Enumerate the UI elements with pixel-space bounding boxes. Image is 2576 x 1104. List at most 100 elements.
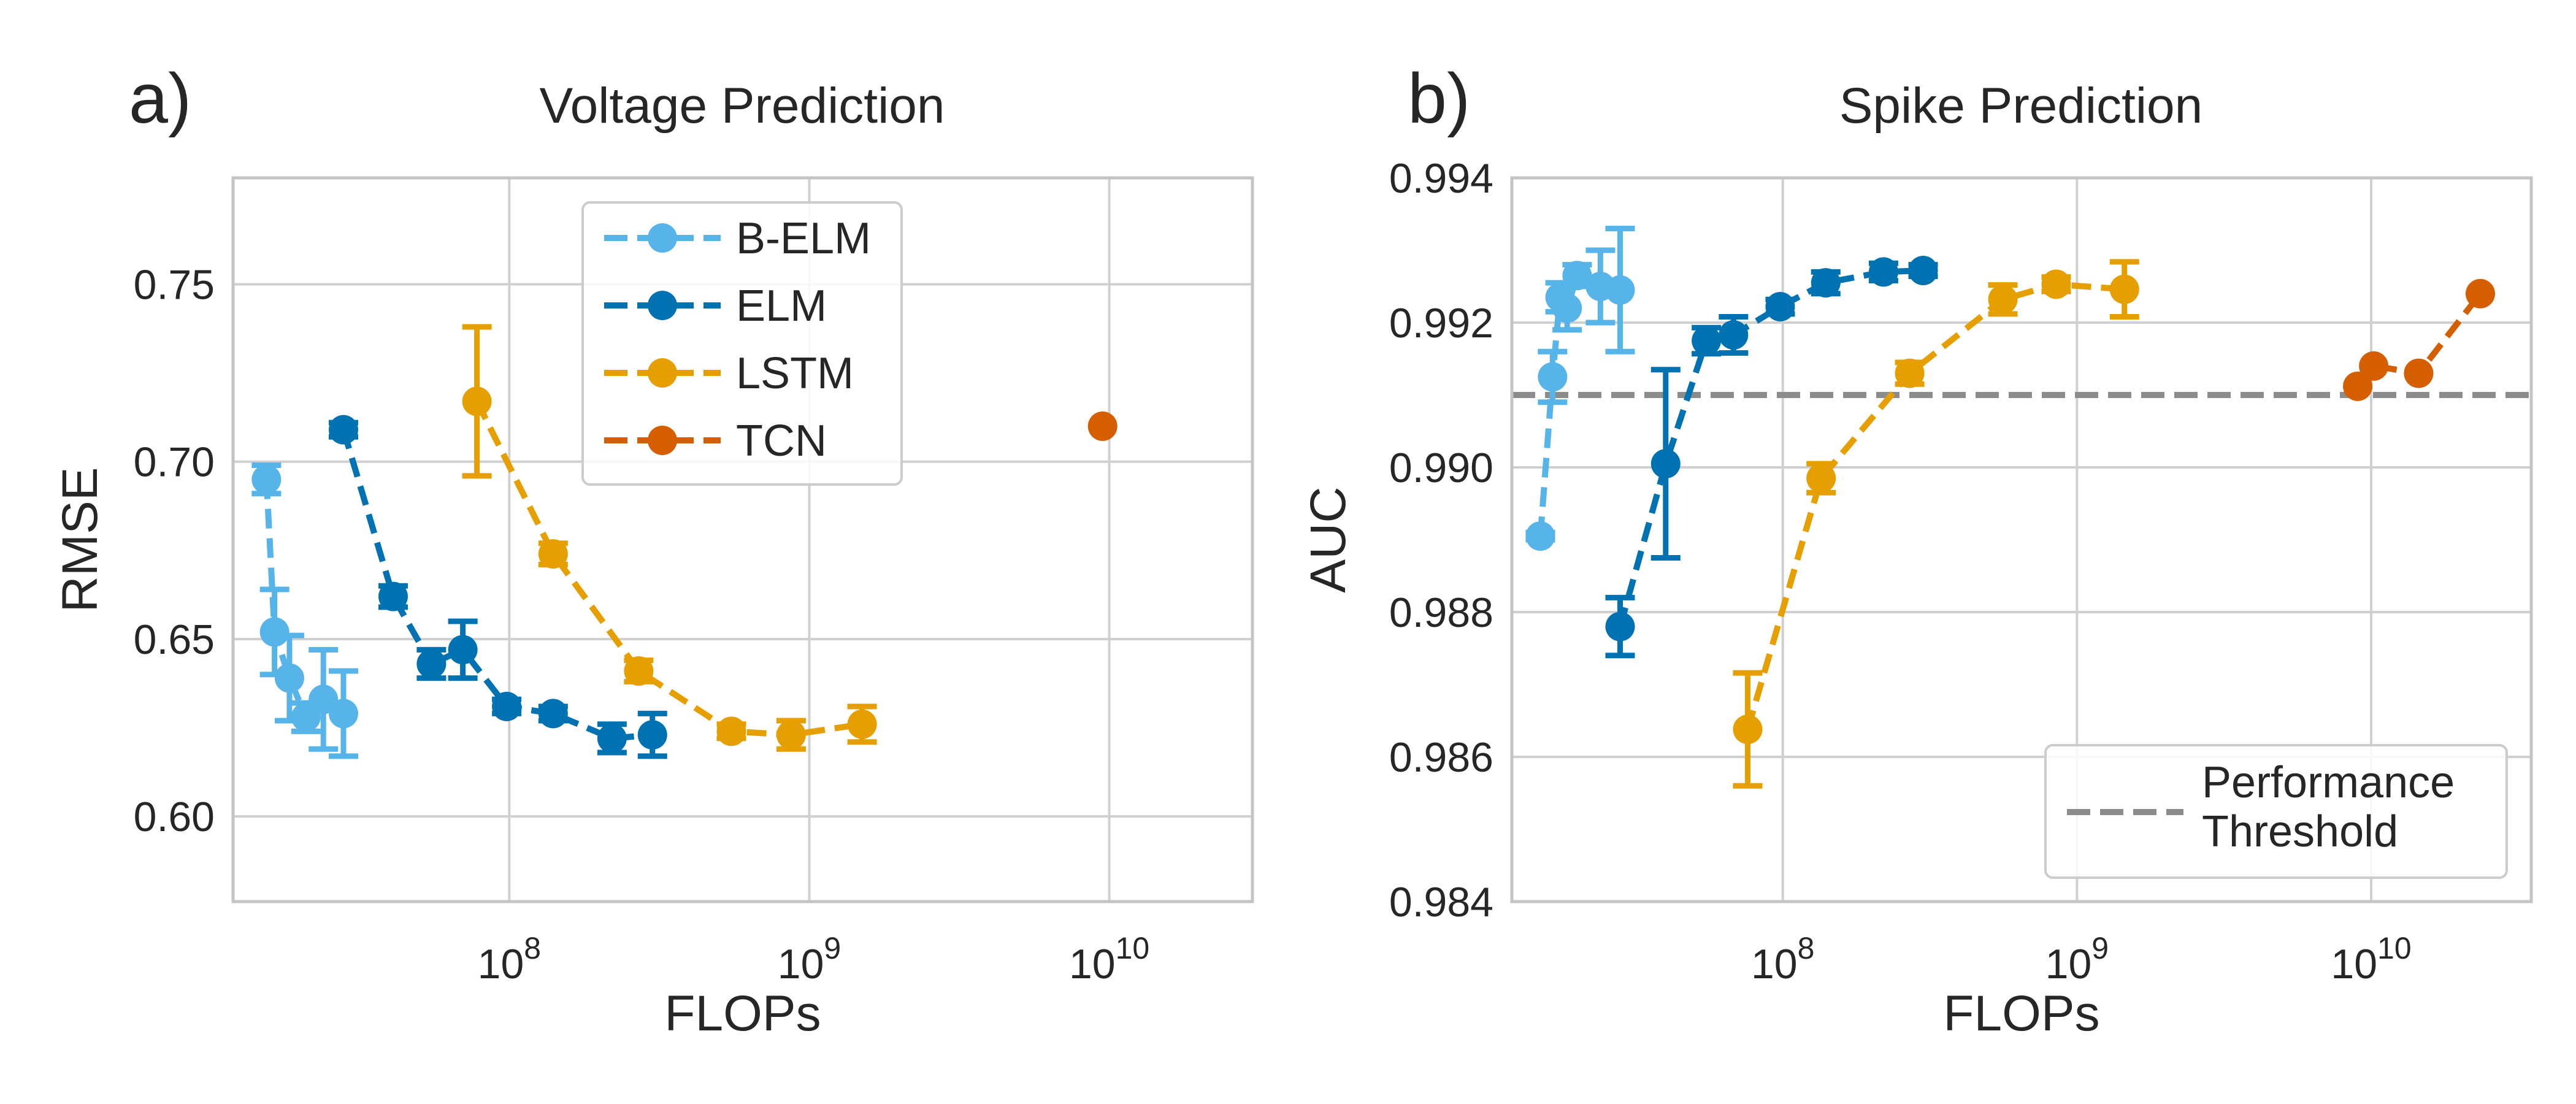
data-point	[1719, 320, 1749, 350]
x-tick-base: 10	[1751, 941, 1798, 987]
data-point	[251, 464, 282, 494]
data-point	[2109, 274, 2139, 304]
legend-item-lstm: LSTM	[604, 349, 854, 398]
data-point	[2404, 358, 2434, 388]
data-point	[1908, 256, 1938, 286]
data-point	[2041, 269, 2071, 299]
data-point	[538, 539, 568, 569]
data-point	[1087, 411, 1117, 441]
x-axis-label-flops-a: FLOPs	[664, 986, 821, 1041]
data-point	[1806, 463, 1836, 493]
data-point	[1868, 257, 1898, 287]
legend-b: Performance Threshold	[2044, 744, 2508, 879]
panel-label-a: a)	[129, 59, 191, 138]
x-tick-base: 10	[1069, 941, 1116, 987]
legend-item-elm: ELM	[604, 282, 827, 331]
data-point	[1692, 326, 1722, 356]
x-tick-base: 10	[478, 941, 524, 987]
data-point	[776, 720, 806, 750]
y-tick-label: 0.992	[1389, 300, 1493, 347]
data-point	[624, 656, 654, 686]
x-axis-label-flops-b: FLOPs	[1943, 986, 2099, 1041]
legend-frame-a	[581, 201, 903, 486]
x-tick-exponent: 10	[1116, 931, 1150, 965]
y-axis-label-auc: AUC	[1300, 486, 1356, 592]
data-point	[259, 617, 289, 647]
plot-frame-a	[231, 176, 1254, 903]
data-point	[1733, 715, 1763, 745]
plot-frame-b	[1510, 176, 2533, 903]
y-tick-label: 0.994	[1389, 155, 1493, 202]
y-ticks-a: 0.60 0.65 0.70 0.75	[134, 262, 215, 841]
legend-item-tcn: TCN	[604, 416, 827, 466]
x-tick-label: 1010	[2331, 931, 2411, 987]
x-tick-exponent: 9	[824, 931, 841, 965]
data-point	[1562, 261, 1592, 291]
data-point	[2466, 278, 2496, 309]
series-line-lstm	[1744, 281, 2125, 730]
x-tick-exponent: 9	[2091, 931, 2109, 965]
data-point	[1605, 611, 1635, 642]
x-tick-label: 108	[478, 931, 541, 987]
data-point	[2343, 371, 2373, 401]
legend-item-b-elm: B-ELM	[604, 214, 871, 263]
y-tick-label: 0.60	[134, 794, 215, 840]
data-point	[716, 716, 746, 746]
data-point	[1538, 362, 1568, 392]
data-point	[1765, 292, 1795, 322]
y-tick-label: 0.988	[1389, 589, 1493, 636]
x-tick-base: 10	[2045, 941, 2092, 987]
legend-label-threshold-line1: Performance	[2202, 758, 2455, 807]
data-point	[1605, 275, 1635, 305]
data-point	[274, 663, 304, 693]
panel-voltage-prediction: a) Voltage Prediction 0.60 0.65 0.70 0.75 1…	[52, 59, 1254, 1041]
chart-title-spike: Spike Prediction	[1839, 78, 2203, 134]
series-elm	[1605, 256, 1938, 659]
x-tick-exponent: 10	[2377, 931, 2412, 965]
x-ticks-b: 108 109 1010	[1751, 931, 2412, 987]
x-tick-exponent: 8	[1798, 931, 1815, 965]
x-tick-label: 109	[778, 931, 841, 987]
y-tick-label: 0.990	[1389, 445, 1493, 491]
series-group-b	[1525, 226, 2496, 789]
data-point	[492, 691, 522, 721]
series-group-a	[251, 324, 1117, 759]
legend-label-b-elm: B-ELM	[736, 214, 871, 263]
legend-frame-b	[2044, 744, 2508, 879]
x-ticks-a: 108 109 1010	[478, 931, 1150, 987]
legend-label-tcn: TCN	[736, 416, 827, 466]
data-point	[378, 581, 408, 611]
series-elm	[328, 415, 667, 759]
data-point	[328, 699, 358, 729]
y-tick-label: 0.75	[134, 262, 215, 309]
data-point	[416, 649, 447, 679]
data-point	[1811, 268, 1841, 298]
y-axis-label-rmse: RMSE	[52, 467, 108, 613]
y-tick-label: 0.984	[1389, 879, 1493, 926]
data-point	[847, 709, 877, 739]
x-tick-base: 10	[2331, 941, 2377, 987]
data-point	[1895, 358, 1925, 388]
y-tick-label: 0.986	[1389, 734, 1493, 781]
panel-label-b: b)	[1408, 59, 1470, 138]
data-point	[2359, 351, 2389, 381]
data-point	[538, 699, 568, 729]
data-point	[328, 415, 358, 445]
y-tick-label: 0.70	[134, 439, 215, 486]
x-tick-label: 1010	[1069, 931, 1149, 987]
x-tick-exponent: 8	[524, 931, 541, 965]
series-line-lstm	[474, 400, 863, 738]
x-tick-label: 108	[1751, 931, 1814, 987]
panel-spike-prediction: b) Spike Prediction 0.984 0.986 0.988 0.990…	[1300, 59, 2533, 1041]
x-tick-label: 109	[2045, 931, 2109, 987]
chart-title-voltage: Voltage Prediction	[539, 78, 945, 134]
series-tcn	[2343, 278, 2496, 401]
data-point	[448, 635, 478, 665]
data-point	[637, 720, 667, 750]
y-tick-label: 0.65	[134, 616, 215, 663]
data-point	[1988, 285, 2018, 315]
legend-label-threshold-line2: Threshold	[2202, 807, 2398, 856]
data-point	[1552, 293, 1582, 323]
series-lstm	[462, 324, 877, 752]
x-tick-base: 10	[778, 941, 824, 987]
